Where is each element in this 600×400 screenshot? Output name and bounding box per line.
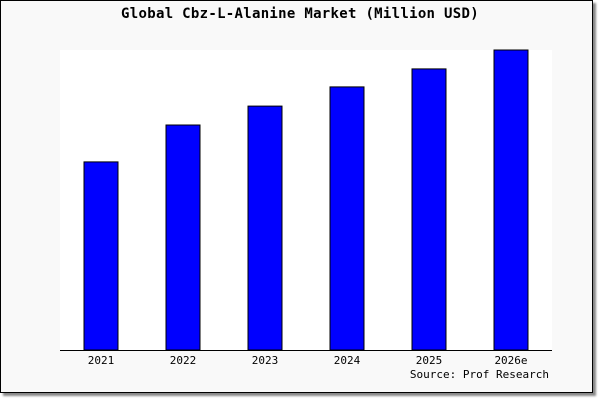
x-tick-label: 2024 bbox=[334, 354, 361, 367]
bar-2024 bbox=[329, 86, 365, 351]
x-tick-label: 2026e bbox=[494, 354, 527, 367]
bar-2025 bbox=[411, 68, 447, 351]
x-tick-label: 2022 bbox=[170, 354, 197, 367]
chart-title: Global Cbz-L-Alanine Market (Million USD… bbox=[121, 6, 479, 22]
bar-2026e bbox=[493, 49, 529, 351]
x-tick-label: 2023 bbox=[252, 354, 279, 367]
bar-2021 bbox=[83, 161, 119, 351]
bar-2022 bbox=[165, 124, 201, 351]
x-tick-label: 2025 bbox=[416, 354, 443, 367]
source-note: Source: Prof Research bbox=[409, 368, 549, 381]
plot-area bbox=[60, 50, 552, 350]
bar-2023 bbox=[247, 105, 283, 351]
x-tick-label: 2021 bbox=[88, 354, 115, 367]
